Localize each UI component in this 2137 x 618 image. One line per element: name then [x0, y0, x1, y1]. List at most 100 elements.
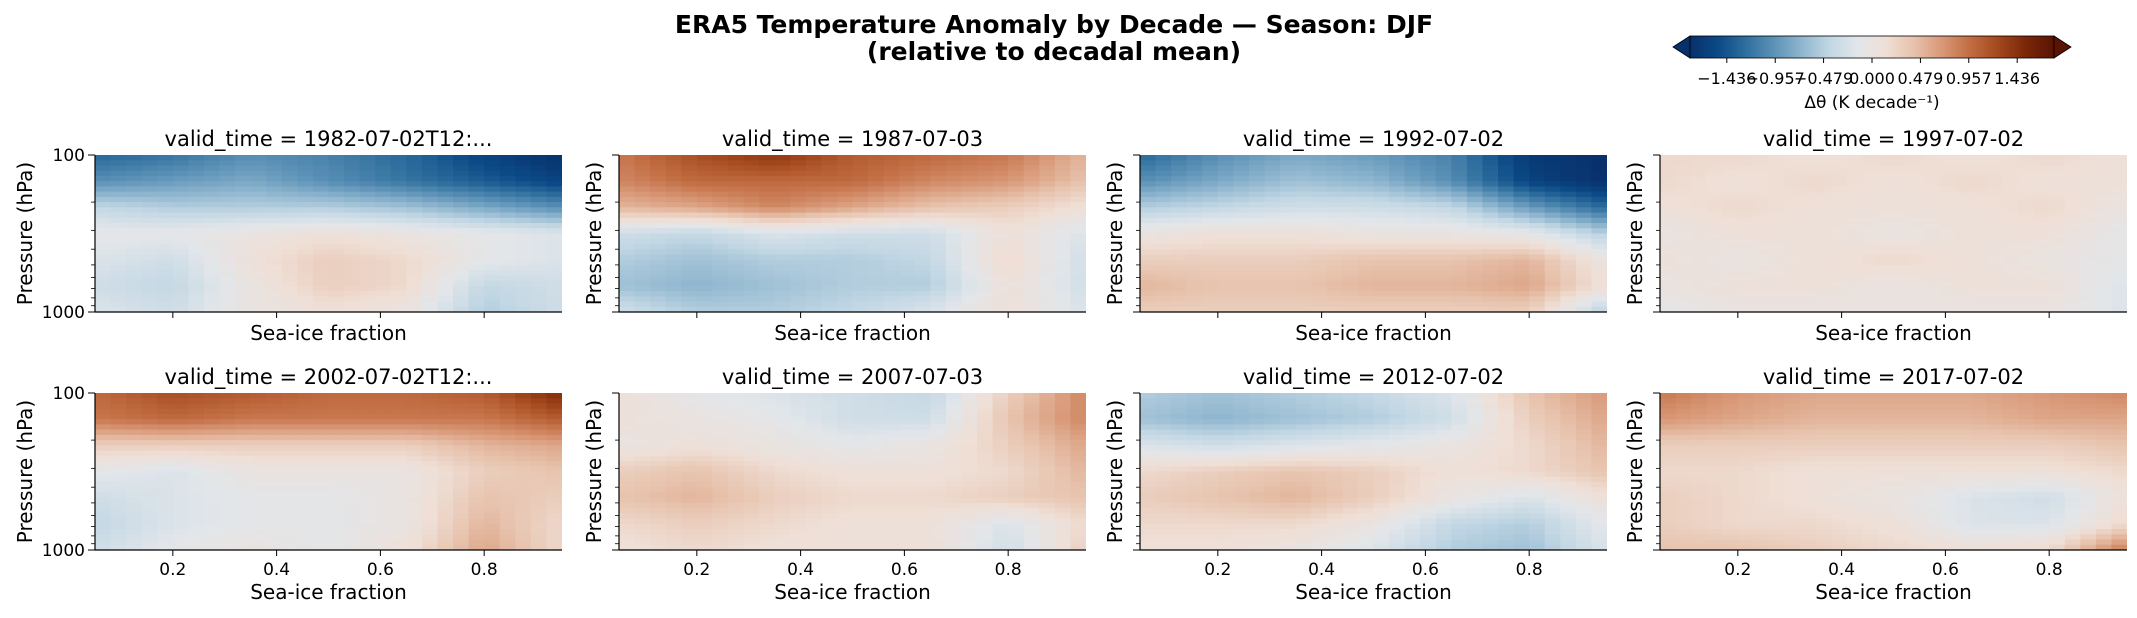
heatmap-cell [1373, 155, 1390, 161]
heatmap-cell [437, 455, 454, 462]
heatmap-cell [390, 175, 407, 182]
heatmap-cell [899, 170, 916, 177]
heatmap-cell [359, 413, 376, 420]
heatmap-cell [1054, 393, 1072, 399]
heatmap-cell [1140, 233, 1157, 240]
heatmap-cell [883, 155, 900, 161]
heatmap-cell [1404, 264, 1421, 271]
heatmap-cell [1513, 207, 1530, 214]
heatmap-cell [437, 254, 454, 261]
heatmap-cell [696, 434, 713, 441]
heatmap-cell [1186, 160, 1203, 167]
heatmap-cell [619, 434, 636, 441]
heatmap-cell [1466, 254, 1484, 261]
heatmap-cell [883, 413, 900, 420]
heatmap-cell [126, 471, 143, 478]
heatmap-cell [1311, 175, 1328, 182]
heatmap-cell [2002, 238, 2019, 245]
heatmap-cell [157, 513, 174, 520]
heatmap-cell [1529, 181, 1546, 187]
heatmap-cell [515, 466, 532, 473]
heatmap-cell [437, 539, 454, 546]
heatmap-cell [390, 301, 407, 308]
heatmap-cell [219, 487, 236, 494]
heatmap-cell [883, 160, 900, 167]
heatmap-cell [1054, 160, 1072, 167]
heatmap-cell [1722, 202, 1739, 208]
heatmap-cell [1513, 186, 1530, 193]
heatmap-cell [499, 471, 516, 478]
heatmap-cell [1909, 249, 1926, 256]
heatmap-cell [1420, 233, 1437, 240]
heatmap-cell [1706, 212, 1723, 219]
heatmap-cell [1722, 264, 1739, 271]
heatmap-cell [759, 155, 776, 161]
heatmap-cell [1186, 186, 1203, 193]
heatmap-cell [852, 445, 869, 452]
heatmap-cell [1039, 165, 1056, 172]
heatmap-cell [1706, 196, 1723, 203]
heatmap-cell [1264, 175, 1281, 182]
heatmap-cell [157, 461, 174, 467]
heatmap-cell [421, 534, 439, 541]
heatmap-cell [484, 228, 501, 235]
heatmap-cell [1971, 191, 1988, 198]
heatmap-cell [650, 212, 667, 219]
heatmap-cell [266, 497, 283, 504]
heatmap-cell [1753, 186, 1770, 193]
heatmap-cell [727, 196, 745, 203]
heatmap-cell [1862, 191, 1879, 198]
heatmap-cell [484, 270, 501, 276]
heatmap-cell [1435, 212, 1452, 219]
heatmap-cell [1529, 280, 1546, 287]
heatmap-cell [821, 165, 838, 172]
heatmap-cell [1039, 233, 1056, 240]
heatmap-cell [515, 461, 532, 467]
heatmap-cell [344, 160, 361, 167]
heatmap-cell [945, 275, 963, 282]
heatmap-cell [172, 175, 189, 182]
heatmap-cell [1940, 191, 1957, 198]
heatmap-cell [1233, 186, 1250, 193]
heatmap-cell [1342, 155, 1359, 161]
heatmap-cell [1940, 170, 1957, 177]
heatmap-cell [1466, 238, 1484, 245]
heatmap-cell [1591, 259, 1607, 266]
heatmap-cell [2080, 270, 2097, 276]
heatmap-cell [312, 413, 330, 420]
heatmap-cell [203, 445, 221, 452]
heatmap-cell [157, 296, 174, 303]
heatmap-cell [406, 481, 423, 488]
heatmap-cell [1008, 238, 1025, 245]
heatmap-cell [1940, 233, 1957, 240]
heatmap-cell [914, 202, 931, 208]
y-axis-label: Pressure (hPa) [1623, 162, 1647, 305]
heatmap-cell [1248, 175, 1266, 182]
heatmap-cell [1831, 243, 1848, 250]
heatmap-cell [883, 445, 900, 452]
heatmap-cell [250, 393, 267, 399]
heatmap-cell [281, 534, 298, 541]
heatmap-cell [188, 455, 205, 462]
heatmap-cell [1955, 249, 1972, 256]
heatmap-cell [530, 301, 548, 308]
heatmap-cell [945, 306, 963, 312]
heatmap-cell [1326, 254, 1343, 261]
heatmap-cell [1529, 217, 1546, 224]
heatmap-cell [1140, 196, 1157, 203]
heatmap-cell [961, 291, 978, 297]
heatmap-cell [883, 306, 900, 312]
heatmap-cell [790, 207, 807, 214]
heatmap-cell [1039, 186, 1056, 193]
heatmap-cell [1186, 228, 1203, 235]
heatmap-cell [1513, 175, 1530, 182]
heatmap-cell [1389, 306, 1406, 312]
heatmap-cell [1280, 306, 1297, 312]
heatmap-cell [1691, 296, 1708, 303]
heatmap-cell [1070, 285, 1086, 292]
heatmap-cell [375, 476, 392, 483]
heatmap-cell [453, 238, 470, 245]
heatmap-cell [1706, 275, 1723, 282]
heatmap-cell [126, 186, 143, 193]
heatmap-cell [1753, 165, 1770, 172]
